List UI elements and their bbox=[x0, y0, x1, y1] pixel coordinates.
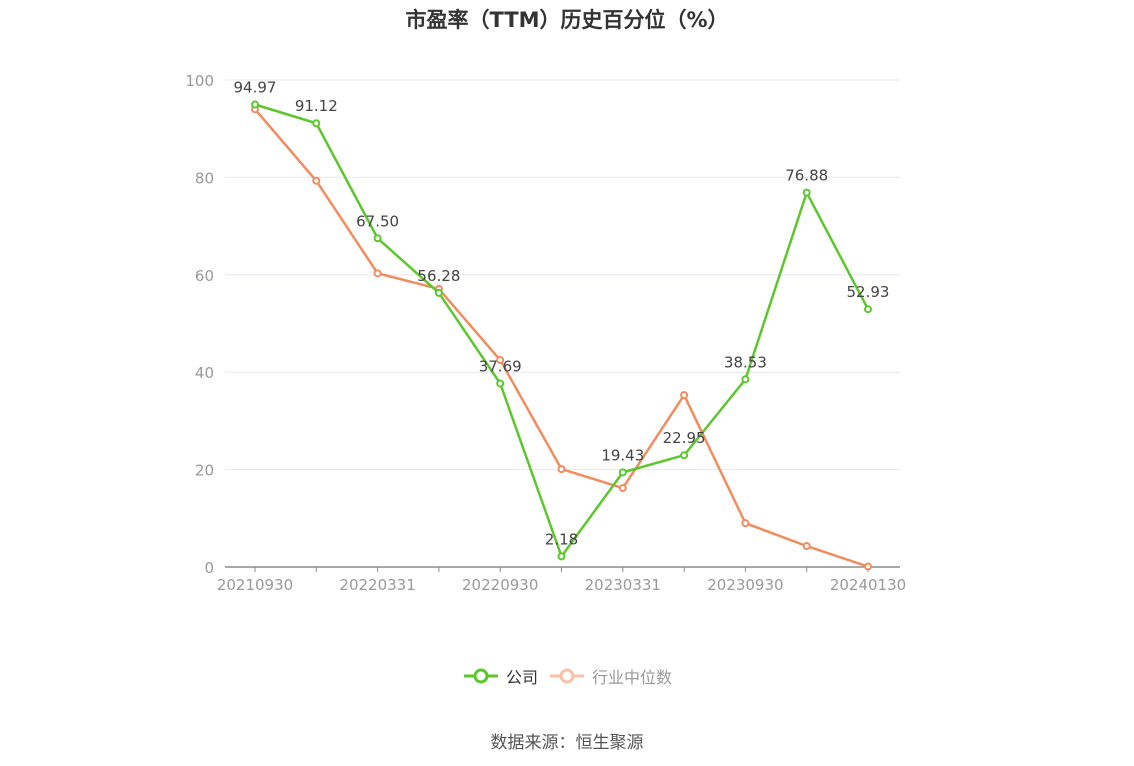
line-chart: 0 20 40 60 80 100 20210930 20220331 20220930 2023… bbox=[185, 72, 906, 594]
data-label: 52.93 bbox=[847, 283, 890, 301]
data-point bbox=[741, 519, 750, 528]
y-tick-label: 40 bbox=[195, 364, 214, 382]
data-point bbox=[373, 269, 382, 278]
data-point bbox=[434, 288, 443, 297]
data-point bbox=[251, 100, 259, 109]
x-tick-label: 20220930 bbox=[462, 576, 538, 594]
data-point bbox=[312, 119, 321, 128]
legend-item-industry-median[interactable]: 行业中位数 bbox=[550, 664, 672, 688]
y-tick-label: 20 bbox=[195, 462, 214, 480]
data-label: 22.95 bbox=[663, 429, 706, 447]
data-point bbox=[802, 188, 811, 197]
data-label: 67.50 bbox=[356, 212, 399, 230]
y-tick-label: 80 bbox=[195, 169, 214, 187]
x-tick-label: 20230930 bbox=[707, 576, 783, 594]
series bbox=[251, 100, 872, 571]
data-label: 76.88 bbox=[785, 167, 828, 185]
data-point bbox=[680, 451, 689, 460]
legend-industry-icon bbox=[550, 668, 584, 684]
data-labels: 94.97 91.12 67.50 56.28 37.69 2.18 19.43 22.95 3… bbox=[234, 78, 890, 548]
x-tick-label: 20210930 bbox=[217, 576, 293, 594]
data-label: 2.18 bbox=[545, 530, 578, 548]
data-label: 56.28 bbox=[417, 267, 460, 285]
data-label: 38.53 bbox=[724, 353, 767, 371]
data-source: 数据来源：恒生聚源 bbox=[490, 733, 644, 753]
data-label: 94.97 bbox=[234, 78, 277, 96]
x-tick-label: 20220331 bbox=[339, 576, 415, 594]
data-point bbox=[864, 305, 872, 314]
legend-label-company: 公司 bbox=[506, 668, 539, 687]
x-tick-label: 20230331 bbox=[585, 576, 661, 594]
data-point bbox=[557, 552, 566, 561]
data-point bbox=[680, 391, 689, 400]
legend-company-icon bbox=[464, 668, 498, 684]
legend-label-industry-median: 行业中位数 bbox=[592, 668, 673, 687]
y-tick-label: 100 bbox=[185, 72, 214, 90]
data-point bbox=[373, 234, 382, 243]
data-point bbox=[496, 379, 505, 388]
axes: 0 20 40 60 80 100 20210930 20220331 20220930 2023… bbox=[185, 72, 906, 594]
data-label: 37.69 bbox=[479, 357, 522, 375]
y-tick-label: 0 bbox=[204, 559, 214, 577]
series-line-0 bbox=[254, 103, 870, 558]
legend-item-company[interactable]: 公司 bbox=[464, 664, 538, 688]
y-tick-label: 60 bbox=[195, 267, 214, 285]
data-point bbox=[618, 484, 627, 493]
chart-title: 市盈率（TTM）历史百分位（%） bbox=[405, 8, 729, 32]
data-label: 19.43 bbox=[601, 446, 644, 464]
data-point bbox=[802, 542, 811, 551]
data-point bbox=[312, 176, 321, 185]
grid-lines bbox=[225, 79, 900, 471]
data-point bbox=[496, 356, 505, 365]
x-tick-label: 20240130 bbox=[830, 576, 906, 594]
data-point bbox=[864, 562, 872, 571]
data-label: 91.12 bbox=[295, 97, 338, 115]
data-point bbox=[618, 468, 627, 477]
data-point bbox=[741, 375, 750, 384]
data-point bbox=[557, 465, 566, 474]
